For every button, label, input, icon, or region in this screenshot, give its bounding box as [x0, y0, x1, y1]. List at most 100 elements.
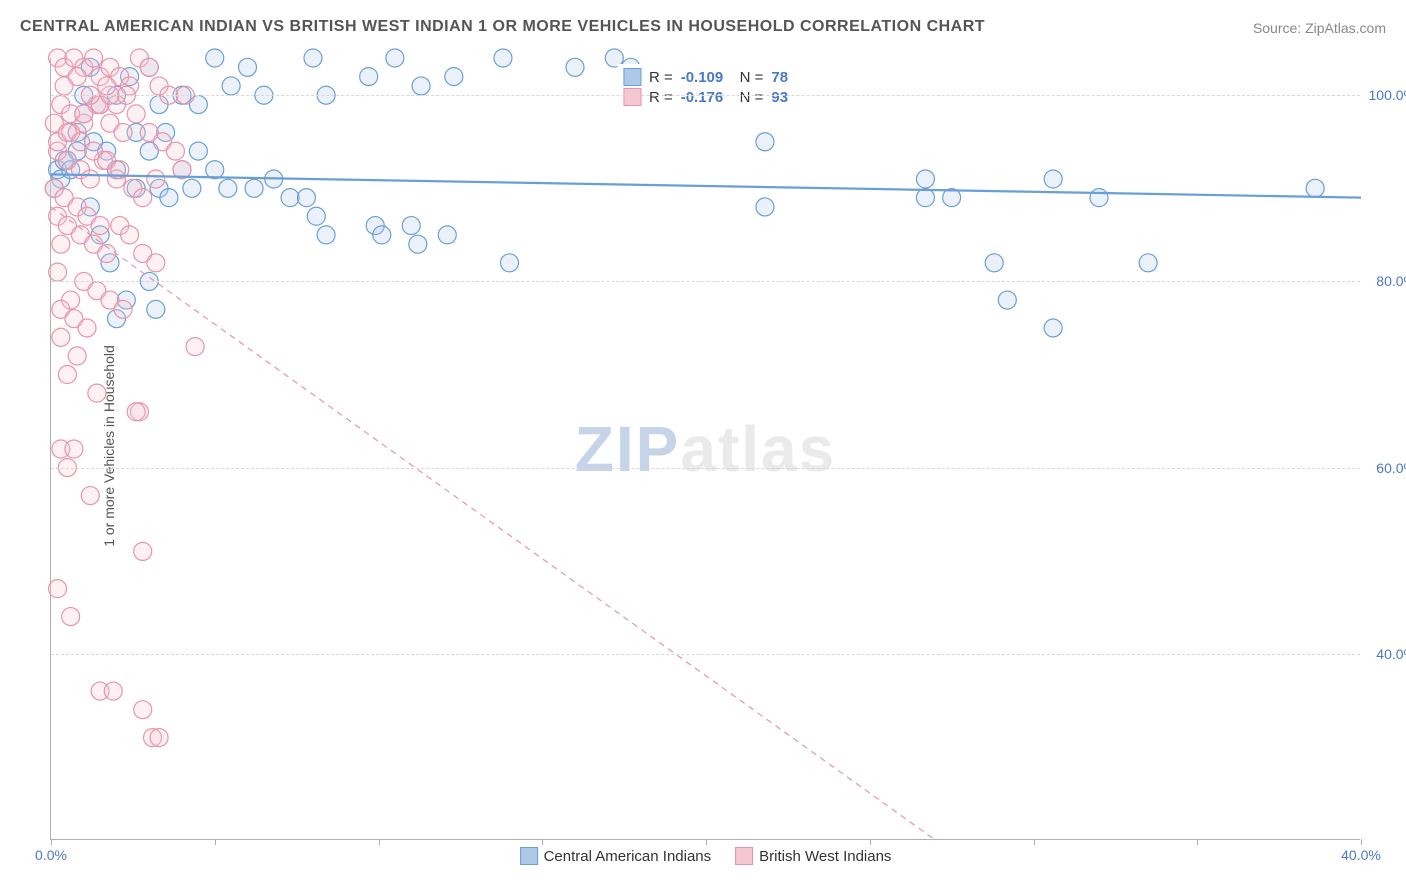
x-tick: [706, 839, 707, 845]
data-point: [222, 77, 240, 95]
data-point: [81, 487, 99, 505]
x-tick-label: 40.0%: [1341, 847, 1381, 863]
data-point: [62, 608, 80, 626]
data-point: [88, 384, 106, 402]
data-point: [402, 217, 420, 235]
data-point: [189, 142, 207, 160]
data-point: [49, 263, 67, 281]
r-value: -0.109: [681, 69, 724, 86]
n-label: N =: [731, 69, 763, 86]
data-point: [114, 123, 132, 141]
r-label: R =: [649, 89, 673, 106]
data-point: [317, 226, 335, 244]
data-point: [445, 68, 463, 86]
data-point: [186, 338, 204, 356]
plot-area: ZIPatlas R =-0.109 N =78R = -0.176 N =93…: [50, 58, 1360, 840]
data-point: [219, 179, 237, 197]
r-label: R =: [649, 69, 673, 86]
data-point: [58, 366, 76, 384]
legend-label: Central American Indians: [544, 848, 712, 865]
legend-bottom: Central American Indians British West Ind…: [520, 847, 892, 865]
chart-svg: [51, 58, 1360, 839]
data-point: [998, 291, 1016, 309]
gridline-h: [51, 281, 1360, 282]
data-point: [121, 226, 139, 244]
data-point: [134, 542, 152, 560]
data-point: [281, 189, 299, 207]
data-point: [52, 235, 70, 253]
x-tick-label: 0.0%: [35, 847, 67, 863]
x-tick: [870, 839, 871, 845]
data-point: [916, 189, 934, 207]
data-point: [438, 226, 456, 244]
r-value: -0.176: [681, 89, 724, 106]
regression-line: [51, 207, 935, 840]
legend-swatch: [623, 68, 641, 86]
data-point: [147, 300, 165, 318]
data-point: [147, 254, 165, 272]
x-tick: [215, 839, 216, 845]
data-point: [91, 217, 109, 235]
gridline-h: [51, 654, 1360, 655]
y-tick-label: 40.0%: [1366, 646, 1406, 662]
x-tick: [1361, 839, 1362, 845]
data-point: [147, 170, 165, 188]
data-point: [134, 701, 152, 719]
legend-item: Central American Indians: [520, 847, 712, 865]
data-point: [134, 189, 152, 207]
legend-item: British West Indians: [735, 847, 891, 865]
chart-title: CENTRAL AMERICAN INDIAN VS BRITISH WEST …: [20, 18, 985, 36]
data-point: [75, 105, 93, 123]
data-point: [501, 254, 519, 272]
data-point: [104, 682, 122, 700]
data-point: [756, 133, 774, 151]
legend-stats-row: R = -0.109 N = 78: [623, 68, 788, 86]
legend-stats: R = -0.109 N = 78 R = -0.176 N = 93: [617, 64, 794, 110]
data-point: [304, 49, 322, 67]
legend-label: British West Indians: [759, 848, 891, 865]
data-point: [756, 198, 774, 216]
n-value: 78: [771, 69, 788, 86]
data-point: [1044, 319, 1062, 337]
data-point: [239, 58, 257, 76]
y-tick-label: 80.0%: [1366, 273, 1406, 289]
gridline-h: [51, 95, 1360, 96]
data-point: [98, 77, 116, 95]
legend-swatch: [623, 88, 641, 106]
data-point: [140, 58, 158, 76]
data-point: [114, 300, 132, 318]
n-label: N =: [731, 89, 763, 106]
data-point: [412, 77, 430, 95]
data-point: [1090, 189, 1108, 207]
data-point: [150, 729, 168, 747]
data-point: [127, 403, 145, 421]
y-tick-label: 60.0%: [1366, 460, 1406, 476]
data-point: [206, 161, 224, 179]
legend-stats-row: R = -0.176 N = 93: [623, 88, 788, 106]
source-attribution: Source: ZipAtlas.com: [1253, 20, 1386, 36]
data-point: [65, 440, 83, 458]
data-point: [409, 235, 427, 253]
data-point: [127, 105, 145, 123]
gridline-h: [51, 468, 1360, 469]
data-point: [206, 49, 224, 67]
data-point: [916, 170, 934, 188]
x-tick: [1034, 839, 1035, 845]
data-point: [183, 179, 201, 197]
n-value: 93: [771, 89, 788, 106]
data-point: [373, 226, 391, 244]
data-point: [566, 58, 584, 76]
data-point: [245, 179, 263, 197]
legend-swatch: [735, 847, 753, 865]
data-point: [85, 49, 103, 67]
data-point: [1044, 170, 1062, 188]
data-point: [78, 319, 96, 337]
data-point: [1139, 254, 1157, 272]
y-tick-label: 100.0%: [1366, 87, 1406, 103]
x-tick: [51, 839, 52, 845]
data-point: [68, 347, 86, 365]
x-tick: [379, 839, 380, 845]
data-point: [494, 49, 512, 67]
x-tick: [542, 839, 543, 845]
data-point: [166, 142, 184, 160]
